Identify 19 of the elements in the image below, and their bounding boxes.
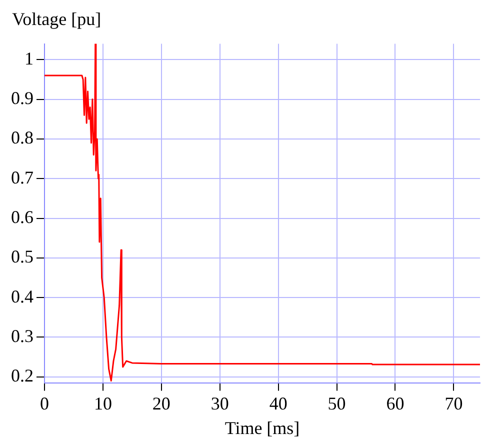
y-tick-label: 0.6 <box>11 206 34 227</box>
y-tick-label: 0.2 <box>11 366 34 386</box>
x-tick-label: 50 <box>328 393 346 414</box>
y-tick-label: 1 <box>24 48 34 68</box>
y-tick-label: 0.5 <box>11 246 34 267</box>
x-axis-title: Time [ms] <box>224 418 300 438</box>
y-tick-label: 0.3 <box>11 326 34 346</box>
x-tick-label: 0 <box>40 393 49 414</box>
x-tick-label: 40 <box>269 393 288 414</box>
y-tick-label: 0.7 <box>11 167 34 188</box>
y-tick-label: 0.9 <box>11 88 34 108</box>
x-tick-label: 70 <box>444 393 463 414</box>
y-tick-label: 0.8 <box>11 128 34 148</box>
y-tick-label: 0.4 <box>11 286 34 306</box>
x-tick-label: 60 <box>386 393 404 414</box>
x-tick-label: 20 <box>152 393 170 414</box>
x-tick-label: 10 <box>94 393 112 414</box>
x-tick-label: 30 <box>210 393 229 414</box>
y-axis-title: Voltage [pu] <box>11 8 102 30</box>
